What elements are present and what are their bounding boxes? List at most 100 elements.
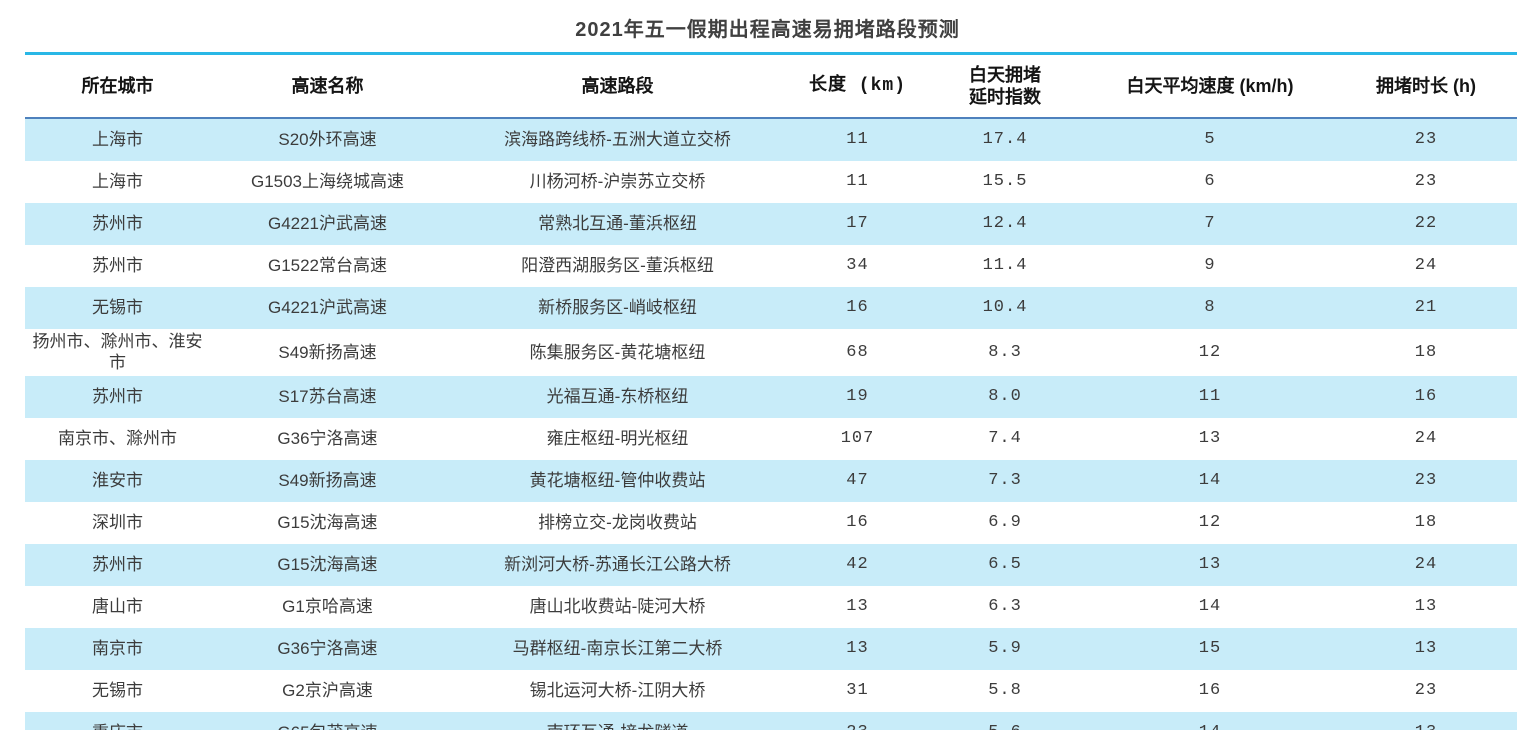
cell-congestion-hours: 23 (1414, 172, 1438, 192)
cell-avg-speed: 12 (1198, 342, 1222, 362)
cell-congestion-hours: 18 (1414, 512, 1438, 532)
cell-highway-name: G36宁洛高速 (277, 638, 378, 658)
cell-highway-name: G1503上海绕城高速 (250, 172, 405, 192)
cell-highway-section: 阳澄西湖服务区-董浜枢纽 (521, 256, 714, 276)
table-row: 南京市、滁州市 G36宁洛高速 雍庄枢纽-明光枢纽 107 7.4 13 24 (25, 418, 1517, 460)
col-header-highway-name: 高速名称 (210, 53, 445, 119)
cell-delay-index: 7.4 (988, 428, 1022, 448)
cell-delay-index: 8.3 (988, 342, 1022, 362)
cell-avg-speed: 6 (1204, 172, 1216, 192)
table-row: 唐山市 G1京哈高速 唐山北收费站-陡河大桥 13 6.3 14 13 (25, 586, 1517, 628)
cell-city: 上海市 (92, 130, 143, 150)
cell-length-km: 23 (790, 712, 925, 730)
cell-city: 淮安市 (92, 470, 143, 490)
cell-delay-index: 12.4 (982, 214, 1028, 234)
cell-highway-name: G15沈海高速 (277, 512, 378, 532)
cell-highway-section: 锡北运河大桥-江阴大桥 (529, 680, 706, 700)
page-title: 2021年五一假期出程高速易拥堵路段预测 (575, 19, 960, 41)
col-header-daytime-delay-index: 白天拥堵 延时指数 (925, 53, 1085, 119)
cell-congestion-hours: 18 (1414, 342, 1438, 362)
cell-highway-section: 黄花塘枢纽-管仲收费站 (529, 470, 706, 490)
cell-highway-name: S17苏台高速 (278, 386, 377, 406)
col-header-highway-section: 高速路段 (445, 53, 790, 119)
cell-length-km: 13 (846, 596, 869, 616)
cell-delay-index: 11.4 (982, 256, 1028, 276)
cell-highway-section: 雍庄枢纽-明光枢纽 (546, 428, 689, 448)
cell-avg-speed: 11 (1198, 386, 1222, 406)
cell-highway-name: G4221沪武高速 (267, 298, 388, 318)
cell-delay-index: 6.9 (988, 512, 1022, 532)
cell-length-km: 42 (846, 554, 869, 574)
cell-delay-index: 15.5 (982, 172, 1028, 192)
cell-highway-name: G15沈海高速 (277, 554, 378, 574)
cell-highway-section: 唐山北收费站-陡河大桥 (529, 596, 706, 616)
col-header-congestion-duration: 拥堵时长 (h) (1335, 53, 1517, 119)
cell-congestion-hours: 23 (1414, 470, 1438, 490)
cell-avg-speed: 14 (1198, 470, 1222, 490)
table-row: 苏州市 G15沈海高速 新浏河大桥-苏通长江公路大桥 42 6.5 13 24 (25, 543, 1517, 586)
cell-city: 上海市 (92, 172, 143, 192)
cell-highway-section: 光福互通-东桥枢纽 (546, 386, 689, 406)
cell-delay-index: 5.6 (925, 712, 1085, 730)
cell-length-km: 47 (846, 470, 869, 490)
cell-avg-speed: 7 (1204, 214, 1216, 234)
cell-congestion-hours: 23 (1414, 130, 1438, 150)
congestion-forecast-table: 所在城市 高速名称 高速路段 长度 (km) 白天拥堵 延时指数 白天平均速度 … (25, 52, 1517, 730)
cell-length-km: 11 (846, 172, 869, 192)
cell-delay-index: 10.4 (982, 298, 1028, 318)
cell-highway-name: G36宁洛高速 (277, 428, 378, 448)
cell-congestion-hours: 16 (1414, 386, 1438, 406)
cell-highway-section: 排榜立交-龙岗收费站 (538, 512, 697, 532)
table-row: 上海市 S20外环高速 滨海路跨线桥-五洲大道立交桥 11 17.4 5 23 (25, 118, 1517, 161)
cell-highway-section: 常熟北互通-董浜枢纽 (538, 214, 697, 234)
cell-avg-speed: 14 (1198, 596, 1222, 616)
cell-congestion-hours: 24 (1414, 428, 1438, 448)
table-row: 重庆市G65包茂高速南环互通-接龙隧道235.61413 (25, 711, 1517, 730)
cell-length-km: 19 (846, 386, 869, 406)
table-row: 上海市 G1503上海绕城高速 川杨河桥-沪崇苏立交桥 11 15.5 6 23 (25, 161, 1517, 203)
cell-city: 无锡市 (92, 298, 143, 318)
table-row: 无锡市 G2京沪高速 锡北运河大桥-江阴大桥 31 5.8 16 23 (25, 670, 1517, 712)
cell-congestion-hours: 24 (1414, 256, 1438, 276)
cell-avg-speed: 5 (1204, 130, 1216, 150)
cell-highway-name: S20外环高速 (278, 130, 377, 150)
cell-city: 苏州市 (92, 386, 143, 406)
cell-delay-index: 17.4 (982, 130, 1028, 150)
cell-highway-name: S49新扬高速 (278, 470, 377, 490)
cell-city: 南京市 (92, 638, 143, 658)
cell-length-km: 16 (846, 298, 869, 318)
cell-congestion-hours: 13 (1414, 638, 1438, 658)
table-body: 上海市 S20外环高速 滨海路跨线桥-五洲大道立交桥 11 17.4 5 23 上海市 G150… (25, 118, 1517, 730)
cell-congestion-hours: 23 (1414, 680, 1438, 700)
cell-highway-section: 川杨河桥-沪崇苏立交桥 (529, 172, 706, 192)
cell-delay-index: 5.8 (988, 680, 1022, 700)
cell-avg-speed: 16 (1198, 680, 1222, 700)
col-header-city: 所在城市 (25, 53, 210, 119)
cell-highway-name: G65包茂高速 (210, 712, 445, 730)
table-row: 苏州市 G4221沪武高速 常熟北互通-董浜枢纽 17 12.4 7 22 (25, 203, 1517, 245)
cell-city: 重庆市 (25, 712, 210, 730)
cell-length-km: 17 (846, 214, 869, 234)
table-row: 苏州市 G1522常台高速 阳澄西湖服务区-董浜枢纽 34 11.4 9 24 (25, 245, 1517, 287)
cell-delay-index: 8.0 (988, 386, 1022, 406)
cell-avg-speed: 14 (1085, 712, 1335, 730)
cell-length-km: 31 (846, 680, 869, 700)
cell-avg-speed: 12 (1198, 512, 1222, 532)
cell-avg-speed: 8 (1204, 298, 1216, 318)
cell-city: 无锡市 (92, 680, 143, 700)
cell-highway-section: 马群枢纽-南京长江第二大桥 (512, 638, 723, 658)
col-header-daytime-avg-speed: 白天平均速度 (km/h) (1085, 53, 1335, 119)
cell-highway-name: G1522常台高速 (267, 256, 388, 276)
cell-delay-index: 6.5 (988, 554, 1022, 574)
cell-highway-section: 南环互通-接龙隧道 (445, 712, 790, 730)
cell-city: 扬州市、滁州市、淮安市 (32, 332, 203, 373)
table-row: 南京市 G36宁洛高速 马群枢纽-南京长江第二大桥 13 5.9 15 13 (25, 627, 1517, 670)
cell-city: 苏州市 (92, 256, 143, 276)
table-row: 苏州市 S17苏台高速 光福互通-东桥枢纽 19 8.0 11 16 (25, 375, 1517, 418)
cell-city: 深圳市 (92, 512, 143, 532)
cell-length-km: 13 (846, 638, 869, 658)
cell-city: 苏州市 (92, 554, 143, 574)
cell-highway-name: S49新扬高速 (278, 342, 377, 362)
cell-city: 唐山市 (92, 596, 143, 616)
table-row: 扬州市、滁州市、淮安市 S49新扬高速 陈集服务区-黄花塘枢纽 68 8.3 12 18 (25, 329, 1517, 376)
